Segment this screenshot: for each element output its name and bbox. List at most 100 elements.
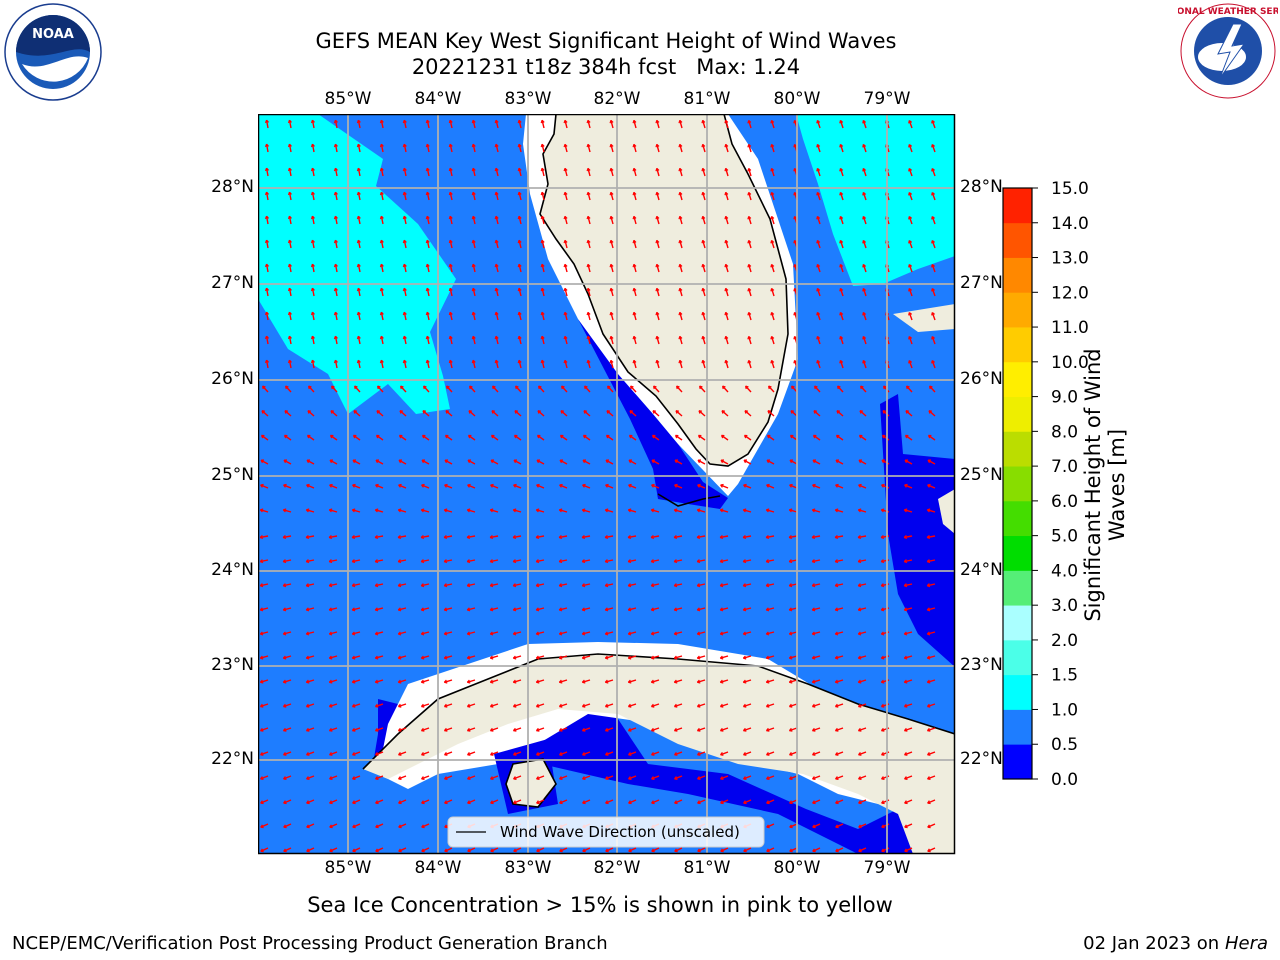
wave-arrow xyxy=(380,144,384,153)
wave-arrow xyxy=(328,535,338,539)
wave-arrow-head xyxy=(816,311,821,316)
wave-arrow xyxy=(559,727,568,732)
wave-arrow-head xyxy=(927,848,931,853)
wave-arrow-head xyxy=(652,410,657,414)
isle-of-youth-coastline xyxy=(505,758,557,808)
wave-arrow-head xyxy=(397,679,402,684)
wave-arrow-head xyxy=(697,848,701,853)
wave-arrow xyxy=(334,168,338,177)
wave-arrow-head xyxy=(540,167,545,172)
wave-arrow xyxy=(720,655,729,659)
wave-arrow xyxy=(490,847,499,852)
wave-arrow xyxy=(261,434,269,441)
wave-arrow xyxy=(839,168,844,177)
wave-arrow xyxy=(743,559,752,563)
wave-arrow xyxy=(927,799,936,804)
wave-arrow-head xyxy=(444,824,448,829)
wave-arrow-head xyxy=(604,727,609,732)
wave-arrow-head xyxy=(747,239,752,244)
wave-arrow-head xyxy=(425,143,430,148)
wave-arrow-head xyxy=(811,534,816,540)
wave-arrow-head xyxy=(379,239,384,244)
wave-arrow xyxy=(931,240,936,249)
wave-arrow-head xyxy=(356,335,361,340)
wave-arrow-head xyxy=(351,559,356,564)
wave-arrow-head xyxy=(287,167,292,172)
wave-arrow-head xyxy=(789,752,793,756)
wave-arrow xyxy=(679,120,683,129)
wave-arrow-head xyxy=(857,559,862,564)
wave-arrow xyxy=(306,655,315,659)
wave-arrow-head xyxy=(471,287,476,292)
wave-arrow xyxy=(513,847,522,852)
wave-arrow xyxy=(265,143,269,153)
wave-arrow xyxy=(352,559,361,563)
wave-arrow-head xyxy=(609,239,614,244)
wave-arrow-head xyxy=(697,459,702,464)
wave-arrow xyxy=(311,263,315,273)
wave-zone-high-atlantic xyxy=(796,114,955,286)
wave-arrow xyxy=(426,240,430,249)
wave-arrow-head xyxy=(375,776,379,780)
wave-arrow xyxy=(403,360,407,369)
wave-arrow xyxy=(536,583,545,587)
wave-arrow-head xyxy=(605,800,609,805)
wave-arrow xyxy=(260,751,269,756)
wave-arrow-head xyxy=(559,848,563,853)
wave-arrow xyxy=(908,168,913,177)
wave-arrow xyxy=(908,360,913,369)
wave-arrow-head xyxy=(862,215,867,220)
wave-arrow-head xyxy=(903,631,908,636)
wave-arrow-head xyxy=(582,848,586,853)
wave-arrow xyxy=(858,583,867,587)
colorbar-band xyxy=(1003,466,1032,502)
wave-arrow xyxy=(630,385,637,393)
lon-tick-label: 85°W xyxy=(324,858,372,878)
wave-arrow-head xyxy=(466,559,471,564)
wave-arrow-head xyxy=(558,655,563,660)
wave-arrow xyxy=(403,240,407,249)
wave-arrow xyxy=(789,583,798,587)
wave-arrow xyxy=(582,655,591,659)
wave-arrow xyxy=(265,191,269,201)
wave-arrow xyxy=(789,727,798,732)
wave-arrow-head xyxy=(305,703,310,708)
wave-arrow xyxy=(467,583,476,587)
wave-arrow-head xyxy=(862,311,867,316)
wave-arrow-head xyxy=(816,167,821,172)
wave-arrow-head xyxy=(329,776,333,780)
wave-arrow xyxy=(535,535,545,539)
wave-arrow-head xyxy=(650,655,655,660)
wave-arrow-head xyxy=(535,727,540,732)
wave-arrow-head xyxy=(926,727,931,732)
wave-arrow-head xyxy=(264,335,270,340)
wave-arrow xyxy=(839,288,844,297)
wave-arrow-head xyxy=(720,776,724,780)
wave-arrow-head xyxy=(812,776,816,780)
wave-arrow xyxy=(628,775,637,780)
wave-arrow xyxy=(306,583,315,587)
wave-arrow xyxy=(306,459,315,465)
wave-arrow-head xyxy=(581,534,586,540)
wave-arrow xyxy=(720,799,729,804)
wave-arrow-head xyxy=(559,752,563,756)
wave-arrow-head xyxy=(724,263,729,268)
wave-arrow-head xyxy=(425,287,430,292)
wave-arrow xyxy=(334,120,338,129)
wave-arrow xyxy=(495,360,499,369)
wave-arrow-head xyxy=(931,312,935,316)
wave-arrow-head xyxy=(674,800,678,805)
wave-arrow xyxy=(605,679,614,683)
wave-arrow xyxy=(468,410,476,417)
wave-arrow xyxy=(743,847,752,852)
colorbar-band xyxy=(1003,500,1032,537)
wave-arrow-head xyxy=(581,727,586,732)
wave-arrow-head xyxy=(466,508,471,513)
wave-arrow xyxy=(306,799,315,804)
wave-arrow-head xyxy=(374,583,379,588)
wave-arrow-head xyxy=(466,703,471,708)
wave-zone-low-cuba-south xyxy=(498,704,955,854)
wave-arrow-head xyxy=(862,239,867,244)
wave-arrow-head xyxy=(632,215,637,220)
wave-arrow-head xyxy=(306,776,310,780)
